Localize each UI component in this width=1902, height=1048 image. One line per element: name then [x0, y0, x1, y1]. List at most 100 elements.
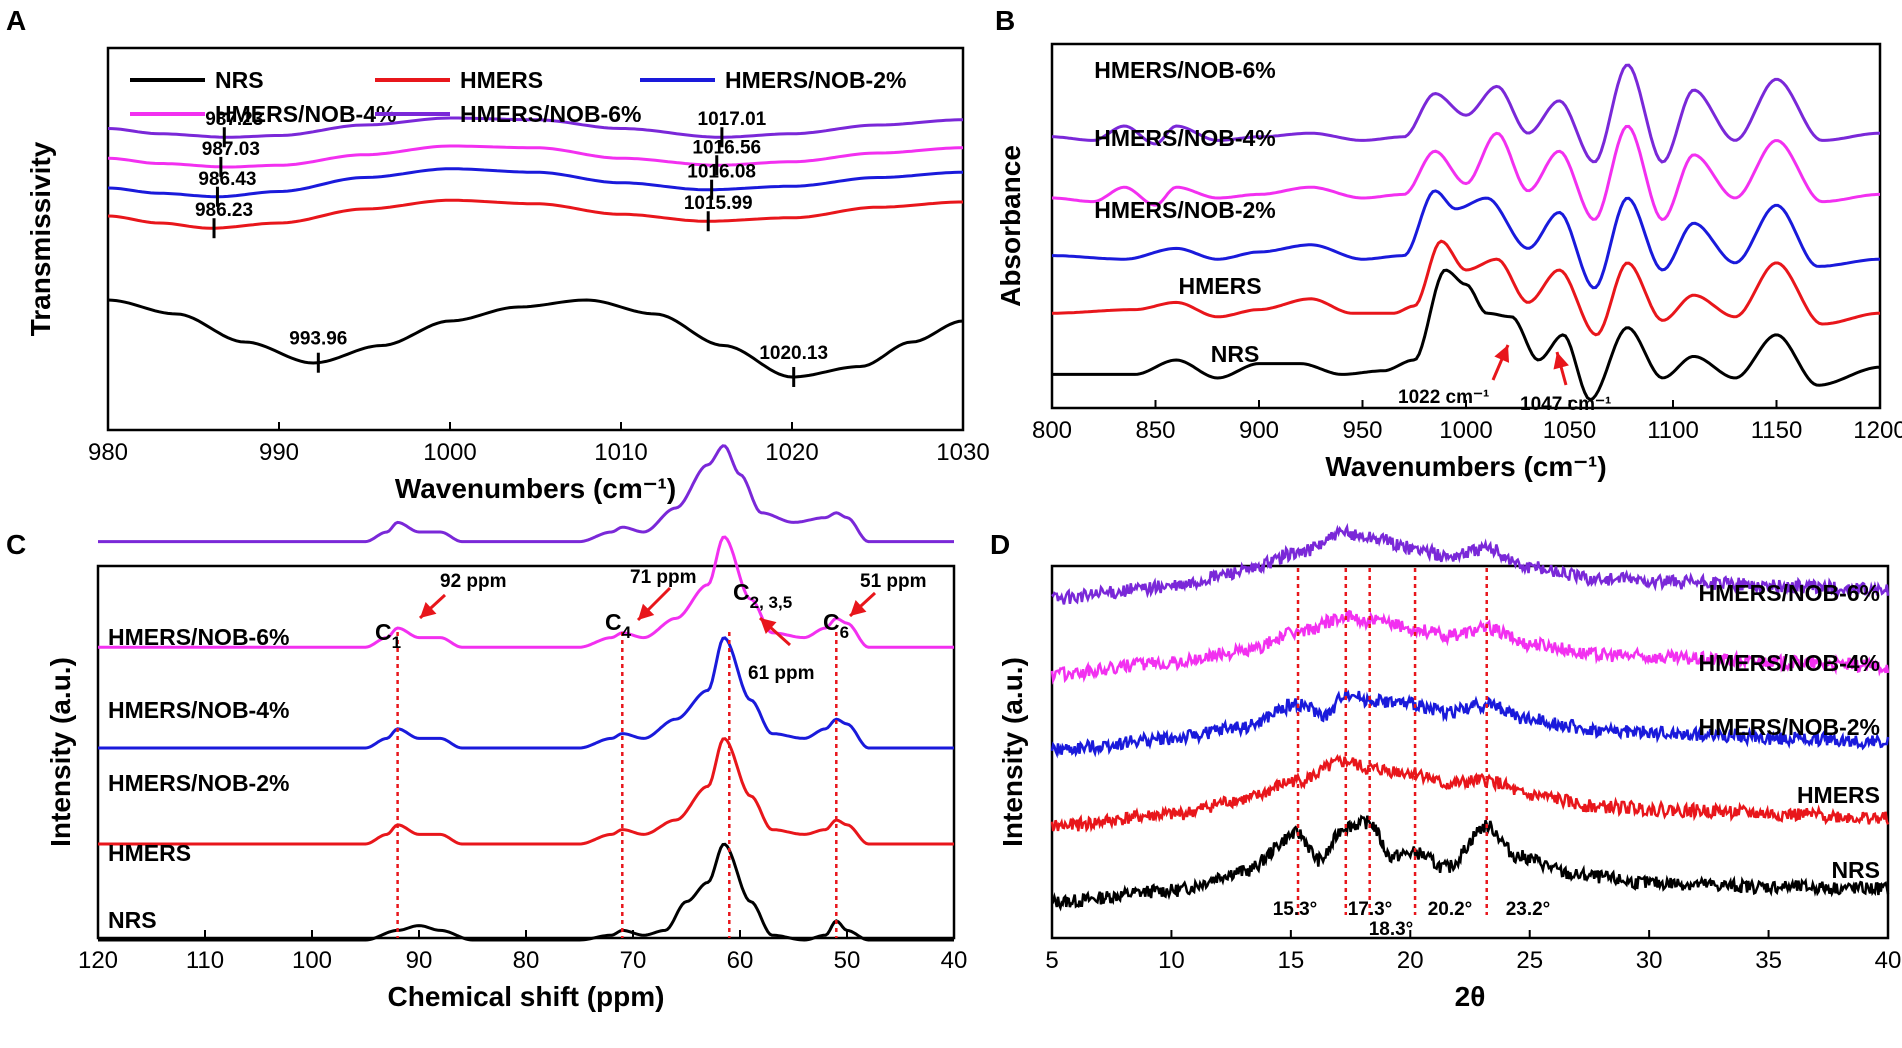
x-tick-label: 1000	[1439, 417, 1492, 444]
x-tick-label: 80	[513, 947, 540, 974]
series-line-hmers-nob-6	[107, 116, 963, 139]
peak-label: 986.23	[195, 200, 253, 221]
series-line-hmers-nob-4	[98, 535, 954, 649]
series-label-hmers-nob-2: HMERS/NOB-2%	[1094, 197, 1275, 223]
y-axis-label: Transmissivity	[25, 141, 56, 336]
x-tick-label: 15	[1278, 947, 1305, 974]
peak-label: 987.03	[202, 139, 260, 160]
x-tick-label: 1150	[1751, 417, 1803, 444]
angle-label: 17.3°	[1348, 899, 1393, 920]
annotation-arrow-head	[760, 618, 777, 634]
x-tick-label: 990	[259, 439, 299, 466]
carbon-symbol: C	[823, 609, 840, 635]
series-label-hmers-nob-4: HMERS/NOB-4%	[1699, 650, 1880, 676]
series-line-hmers-nob-2	[1050, 689, 1890, 759]
annotation-arrow-head	[1494, 345, 1510, 363]
series-label-hmers: HMERS	[1797, 782, 1880, 808]
series-line-hmers-nob-4	[1050, 609, 1890, 685]
wavenumber-annotation: 1047 cm⁻¹	[1520, 394, 1611, 415]
carbon-label: C4	[605, 609, 632, 642]
carbon-label: C1	[375, 619, 401, 652]
x-tick-label: 1100	[1647, 417, 1699, 444]
legend-label-hmers-nob-4: HMERS/NOB-4%	[215, 101, 396, 127]
carbon-label: C6	[823, 609, 849, 642]
peak-label: 1017.01	[698, 109, 767, 130]
peak-label: 987.23	[205, 109, 263, 130]
x-tick-label: 850	[1135, 417, 1175, 444]
peak-label: 986.43	[198, 169, 256, 190]
series-label-hmers: HMERS	[1178, 273, 1261, 299]
x-tick-label: 1010	[594, 439, 647, 466]
panel-a: 980 990 1000 1010 1020 1030 Wavenumbers (cm⁻¹)…	[25, 67, 990, 504]
series-label-hmers-nob-6: HMERS/NOB-6%	[1094, 57, 1275, 83]
panel-c: 120 110 100 90 80 70 60 50 40 Chemical shift (ppm…	[45, 444, 968, 1012]
panel-d: 5 10 15 20 25 30 35 40 2θ Intensity (a.u.) 15.3° 17…	[997, 522, 1902, 1012]
x-tick-label: 950	[1342, 417, 1382, 444]
x-tick-label: 90	[406, 947, 433, 974]
series-label-hmers-nob-2: HMERS/NOB-2%	[108, 770, 289, 796]
x-axis-label: Wavenumbers (cm⁻¹)	[395, 473, 676, 504]
series-line-nrs	[107, 298, 964, 379]
series-label-nrs: NRS	[1211, 341, 1260, 367]
panel-label-b: B	[995, 5, 1015, 36]
panel-label-d: D	[990, 529, 1010, 560]
x-tick-label: 5	[1045, 947, 1058, 974]
series-label-hmers-nob-6: HMERS/NOB-6%	[1699, 580, 1880, 606]
carbon-symbol: C	[375, 619, 392, 645]
x-tick-label: 70	[620, 947, 647, 974]
ppm-annotation: 51 ppm	[860, 571, 927, 592]
x-tick-label: 35	[1755, 947, 1782, 974]
carbon-subscript: 4	[622, 623, 632, 642]
peak-label: 1020.13	[759, 343, 828, 364]
x-axis-label: 2θ	[1455, 981, 1486, 1012]
panel-label-a: A	[6, 5, 26, 36]
series-line-hmers-nob-2	[107, 167, 963, 199]
legend-label-nrs: NRS	[215, 67, 264, 93]
x-tick-label: 800	[1032, 417, 1072, 444]
annotation-arrow-head	[850, 599, 867, 616]
series-line-hmers-nob-6	[98, 444, 954, 544]
x-tick-label: 40	[941, 947, 968, 974]
annotation-arrow-head	[420, 601, 437, 618]
series-line-nrs	[1052, 268, 1881, 402]
series-line-nrs	[1050, 814, 1890, 912]
x-tick-label: 100	[292, 947, 332, 974]
series-line-hmers-nob-4	[1052, 124, 1880, 222]
peak-label: 993.96	[289, 329, 347, 350]
carbon-symbol: C	[733, 579, 750, 605]
series-line-hmers-nob-4	[107, 144, 963, 169]
x-tick-label: 1200	[1853, 417, 1902, 444]
series-line-hmers	[98, 737, 954, 846]
carbon-label: C2, 3,5	[733, 579, 792, 612]
x-tick-label: 900	[1239, 417, 1279, 444]
angle-label: 20.2°	[1428, 899, 1473, 920]
series-label-hmers-nob-4: HMERS/NOB-4%	[1094, 125, 1275, 151]
annotation-arrow-head	[1553, 352, 1569, 370]
panel-b-frame	[1050, 42, 1882, 410]
y-axis-label: Intensity (a.u.)	[45, 657, 76, 847]
angle-label: 23.2°	[1506, 899, 1551, 920]
x-tick-label: 60	[727, 947, 754, 974]
series-line-hmers	[1052, 239, 1881, 337]
series-label-hmers: HMERS	[108, 840, 191, 866]
y-axis-label: Absorbance	[995, 145, 1026, 307]
series-label-hmers-nob-2: HMERS/NOB-2%	[1699, 714, 1880, 740]
series-line-hmers-nob-6	[1051, 522, 1890, 605]
ppm-annotation: 71 ppm	[630, 567, 697, 588]
series-line-hmers	[107, 198, 963, 230]
carbon-subscript: 6	[840, 623, 849, 642]
x-tick-label: 110	[186, 947, 224, 974]
x-tick-label: 980	[88, 439, 128, 466]
x-tick-label: 40	[1875, 947, 1902, 974]
legend-label-hmers-nob-6: HMERS/NOB-6%	[460, 101, 641, 127]
peak-label: 1016.56	[692, 137, 761, 158]
carbon-symbol: C	[605, 609, 622, 635]
ppm-annotation: 92 ppm	[440, 571, 507, 592]
series-label-hmers-nob-4: HMERS/NOB-4%	[108, 697, 289, 723]
x-axis-label: Wavenumbers (cm⁻¹)	[1325, 451, 1606, 482]
legend-label-hmers: HMERS	[460, 67, 543, 93]
panel-a-frame	[106, 46, 965, 432]
panel-label-c: C	[6, 529, 26, 560]
series-line-hmers-nob-2	[98, 636, 954, 750]
